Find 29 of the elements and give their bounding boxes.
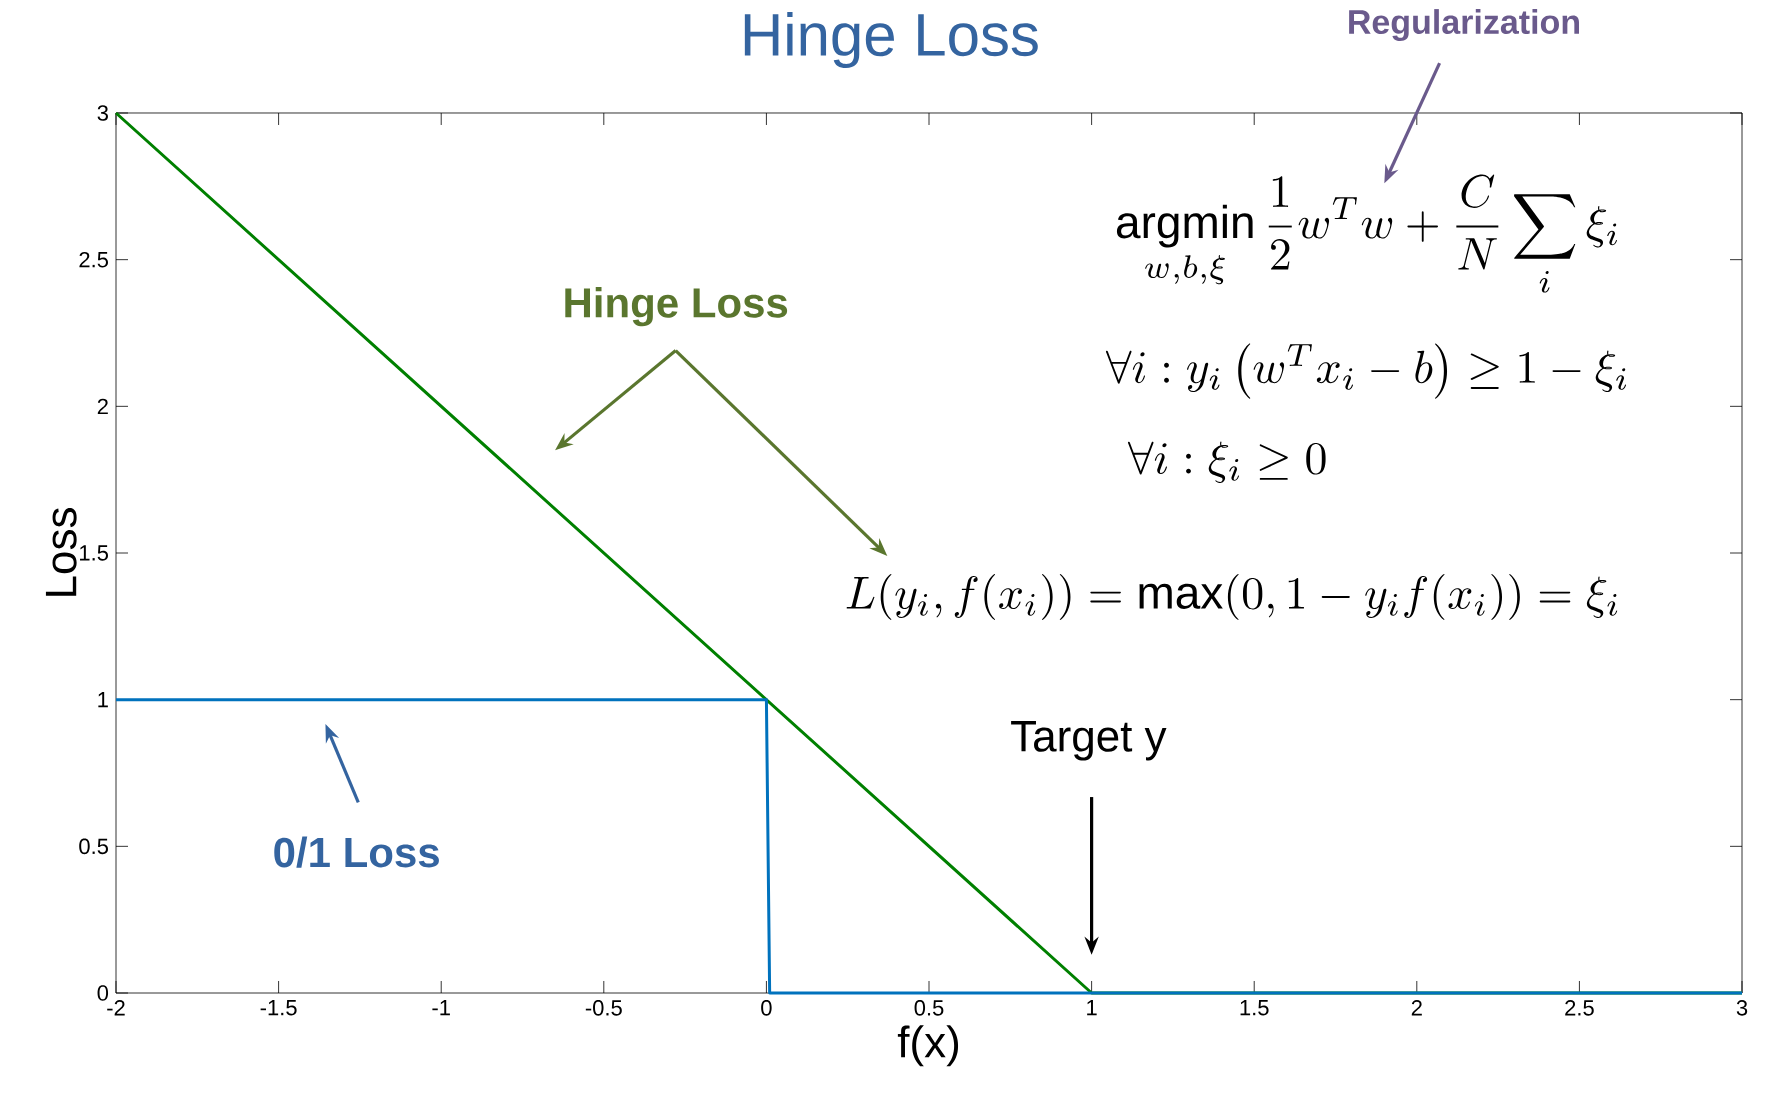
annotation: $\forall i: \xi_{i}\geq 0$ [1127,441,1326,484]
x-tick-label: 3 [1736,1000,1748,1016]
annotation: $L(y_{i},f(x_{i}))=\max(0,1-y_{i}f(x_{i}))=\xi_{i}$ [846,574,1618,621]
text: Regularization [1349,9,1579,41]
x-tick-label: 2 [1411,1000,1422,1016]
y-tick-label: 0.5 [79,838,108,855]
y-tick-label: 2 [97,398,108,415]
x-tick-label: -1 [432,1000,450,1016]
x-tick-label: 2.5 [1565,1000,1594,1016]
x-axis-title: f(x) [897,1025,959,1067]
y-tick-label: 0 [97,985,109,1001]
annotation: Target y [1011,721,1167,761]
x-tick-label: -2 [107,1000,125,1016]
y-tick-label: 2.5 [79,251,108,268]
y-tick-label: 3 [97,105,108,121]
x-tick-label: 1.5 [1240,1000,1269,1016]
annotation: Hinge Loss [565,286,788,327]
x-tick-label: -0.5 [585,1000,622,1016]
y-tick-label: 1.5 [80,545,108,561]
annotation: $\forall i: y_{i}\left(w^{T}x_{i}-b\right)\geq 1-\xi_{i}$ [1105,343,1627,399]
chart-title: Hinge Loss [744,12,1038,68]
x-tick-label: -1.5 [260,1000,297,1016]
annotation: $\mathop{\mathrm{argmin}}\limits_{w,b,\xi}\frac{1}{2}w^{T}w+\frac{C}{N}\sum_{i}\xi_{i}$ [1116,174,1618,293]
x-tick-label: 0 [761,1000,772,1016]
x-tick-label: 0.5 [914,1000,944,1016]
x-tick-label: 1 [1087,1000,1097,1016]
y-axis-title: Loss [45,508,77,596]
y-tick-label: 1 [98,692,108,708]
annotation: 0/1 Loss [274,836,439,868]
